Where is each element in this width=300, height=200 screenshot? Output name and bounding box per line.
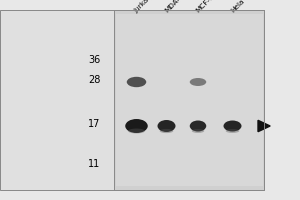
- Ellipse shape: [190, 78, 206, 86]
- Text: Hela: Hela: [230, 0, 245, 14]
- Text: Jurkat: Jurkat: [134, 0, 153, 14]
- Ellipse shape: [190, 120, 206, 132]
- Polygon shape: [258, 120, 270, 132]
- Text: 36: 36: [88, 55, 100, 65]
- Text: 17: 17: [88, 119, 100, 129]
- Ellipse shape: [224, 120, 242, 132]
- FancyBboxPatch shape: [114, 10, 264, 190]
- Text: 28: 28: [88, 75, 100, 85]
- FancyBboxPatch shape: [116, 14, 262, 186]
- Text: MDA-MB-435: MDA-MB-435: [164, 0, 201, 14]
- Ellipse shape: [125, 119, 148, 133]
- Ellipse shape: [158, 120, 175, 132]
- Ellipse shape: [192, 129, 204, 133]
- Text: MCF-7: MCF-7: [195, 0, 215, 14]
- Text: 11: 11: [88, 159, 100, 169]
- Ellipse shape: [127, 77, 146, 87]
- Ellipse shape: [226, 129, 239, 133]
- Ellipse shape: [128, 129, 145, 133]
- FancyBboxPatch shape: [0, 10, 114, 190]
- Ellipse shape: [160, 129, 173, 133]
